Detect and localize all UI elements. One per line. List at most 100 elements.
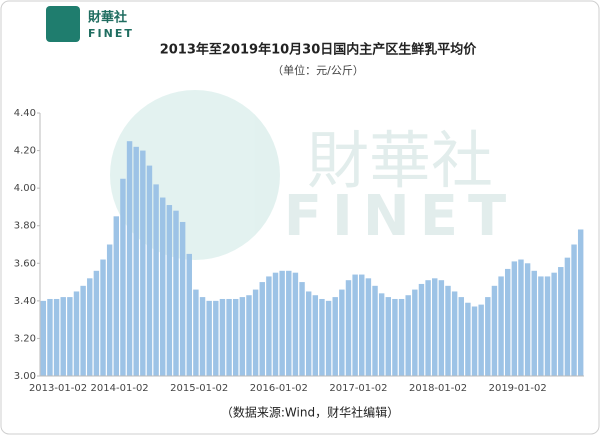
bar	[378, 293, 385, 376]
bar	[451, 291, 458, 376]
bar	[458, 297, 464, 376]
bar	[292, 272, 299, 376]
bar	[266, 276, 272, 376]
x-tick-label: 2016-01-02	[250, 383, 308, 394]
bar	[305, 291, 312, 376]
watermark-name: 財華社	[307, 124, 493, 197]
bar	[491, 285, 498, 376]
bar	[564, 257, 571, 376]
bar	[465, 302, 471, 376]
bar	[126, 141, 133, 376]
bar	[113, 216, 120, 376]
bar	[438, 280, 445, 376]
watermark: 財華社 FINET	[110, 90, 516, 260]
bar	[272, 272, 279, 376]
logo-name: 財華社	[87, 10, 127, 26]
bar	[412, 289, 418, 376]
bar	[193, 289, 199, 376]
bar	[418, 283, 425, 376]
bar	[345, 280, 352, 376]
chart-subtitle: （单位：元/公斤）	[272, 63, 364, 77]
bar	[173, 210, 179, 376]
x-tick-label: 2018-01-02	[409, 383, 467, 394]
bar	[179, 221, 186, 376]
bar	[531, 270, 537, 376]
bar	[219, 298, 226, 376]
bar	[146, 165, 153, 376]
bar	[100, 259, 106, 376]
watermark-brand: FINET	[284, 184, 516, 249]
y-tick-label: 3.80	[14, 221, 36, 232]
bar	[405, 295, 411, 376]
bar	[80, 285, 86, 376]
bar	[106, 244, 113, 376]
bar	[352, 274, 358, 376]
bar	[385, 297, 392, 376]
bar	[558, 267, 564, 376]
bar	[332, 297, 338, 376]
bar	[511, 261, 518, 376]
y-tick-label: 3.60	[14, 258, 36, 269]
bar	[392, 298, 398, 376]
logo-icon	[46, 6, 80, 42]
x-tick-label: 2017-01-02	[329, 383, 387, 394]
watermark-emblem	[110, 90, 280, 260]
bar	[87, 278, 93, 376]
bar	[398, 298, 405, 376]
bar	[325, 300, 332, 376]
bar	[524, 263, 531, 376]
bar	[186, 253, 192, 376]
bar	[538, 276, 544, 376]
bar	[478, 304, 484, 376]
bar	[53, 298, 60, 376]
bar	[73, 291, 80, 376]
bar	[160, 197, 166, 376]
bar	[339, 289, 345, 376]
bar	[232, 298, 239, 376]
bar	[504, 268, 511, 376]
bar	[471, 306, 478, 376]
bar	[40, 300, 47, 376]
bar	[140, 150, 146, 376]
bar	[93, 270, 100, 376]
bar	[60, 297, 66, 376]
bar	[226, 298, 232, 376]
bar	[319, 298, 325, 376]
bar	[166, 205, 173, 376]
bar	[425, 280, 431, 376]
y-tick-label: 4.00	[14, 183, 36, 194]
x-tick-label: 2013-01-02	[29, 383, 87, 394]
bar	[445, 285, 451, 376]
bar	[239, 297, 246, 376]
bar	[47, 298, 53, 376]
bar	[299, 282, 305, 376]
bar	[571, 244, 577, 376]
y-tick-label: 3.20	[14, 333, 36, 344]
x-tick-label: 2019-01-02	[489, 383, 547, 394]
bar	[206, 300, 212, 376]
bar	[551, 272, 557, 376]
bar	[67, 297, 73, 376]
bar	[312, 295, 319, 376]
y-tick-label: 3.40	[14, 296, 36, 307]
bar	[252, 289, 259, 376]
bar	[498, 276, 504, 376]
bar	[259, 282, 265, 376]
bar	[213, 300, 219, 376]
y-tick-label: 4.40	[14, 108, 36, 119]
chart-title: 2013年至2019年10月30日国内主产区生鲜乳平均价	[160, 42, 478, 58]
bar	[372, 285, 378, 376]
bar	[246, 295, 252, 376]
bar	[518, 259, 524, 376]
y-tick-label: 3.00	[14, 371, 36, 382]
x-tick-label: 2014-01-02	[91, 383, 149, 394]
bar	[365, 278, 372, 376]
bar	[286, 270, 292, 376]
bar	[279, 270, 285, 376]
bar	[199, 297, 206, 376]
logo-brand: FINET	[88, 27, 134, 40]
source-note: （数据来源:Wind，财华社编辑）	[221, 405, 399, 420]
bar	[485, 297, 491, 376]
bar	[432, 278, 438, 376]
